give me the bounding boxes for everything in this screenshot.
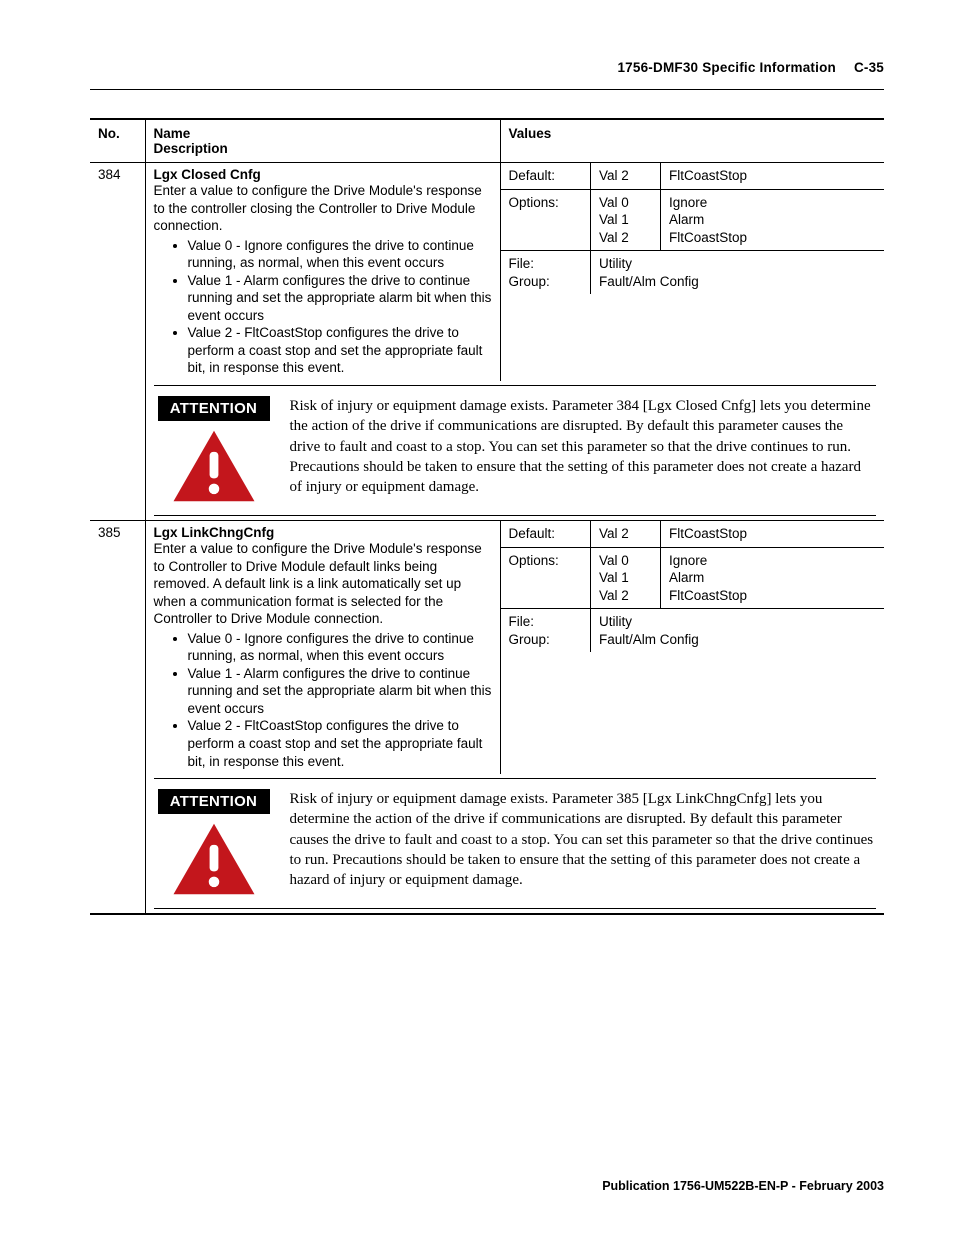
desc-bullet: Value 0 - Ignore configures the drive to… xyxy=(188,237,492,272)
desc-bullet: Value 1 - Alarm configures the drive to … xyxy=(188,272,492,325)
param-values: Default: Val 2 FltCoastStop Options: Val… xyxy=(500,521,884,775)
header-page-number: C-35 xyxy=(854,60,884,75)
label-default: Default: xyxy=(501,521,591,547)
default-value: FltCoastStop xyxy=(661,163,885,189)
param-name-desc: Lgx LinkChngCnfg Enter a value to config… xyxy=(145,521,500,775)
values-subtable: Default: Val 2 FltCoastStop Options: Val… xyxy=(501,163,885,294)
default-key: Val 2 xyxy=(591,163,661,189)
attention-text: Risk of injury or equipment damage exist… xyxy=(290,789,877,890)
param-description: Enter a value to configure the Drive Mod… xyxy=(154,182,492,377)
attention-text: Risk of injury or equipment damage exist… xyxy=(290,396,877,497)
param-values: Default: Val 2 FltCoastStop Options: Val… xyxy=(500,163,884,382)
file-group-value: UtilityFault/Alm Config xyxy=(591,609,885,653)
attention-label: ATTENTION xyxy=(158,789,270,814)
options-values: IgnoreAlarmFltCoastStop xyxy=(661,547,885,609)
table-row: 384 Lgx Closed Cnfg Enter a value to con… xyxy=(90,163,884,382)
param-name: Lgx Closed Cnfg xyxy=(154,167,492,182)
desc-bullet: Value 2 - FltCoastStop configures the dr… xyxy=(188,717,492,770)
label-file-group: File:Group: xyxy=(501,609,591,653)
param-number: 384 xyxy=(90,163,145,382)
header-title: 1756-DMF30 Specific Information xyxy=(617,60,836,75)
header-rule xyxy=(90,89,884,90)
desc-bullet: Value 0 - Ignore configures the drive to… xyxy=(188,630,492,665)
default-key: Val 2 xyxy=(591,521,661,547)
param-number: 385 xyxy=(90,521,145,775)
param-name: Lgx LinkChngCnfg xyxy=(154,525,492,540)
desc-bullet: Value 1 - Alarm configures the drive to … xyxy=(188,665,492,718)
table-row: 385 Lgx LinkChngCnfg Enter a value to co… xyxy=(90,521,884,775)
attention-row: ATTENTION Risk of injury or equipment da… xyxy=(90,381,884,521)
options-values: IgnoreAlarmFltCoastStop xyxy=(661,189,885,251)
attention-row: ATTENTION Risk of injury or equipment da… xyxy=(90,774,884,913)
attention-icon xyxy=(170,427,258,505)
label-file-group: File:Group: xyxy=(501,251,591,295)
label-options: Options: xyxy=(501,547,591,609)
col-name: Name Description xyxy=(145,119,500,163)
attention-box: ATTENTION Risk of injury or equipment da… xyxy=(154,396,877,505)
default-value: FltCoastStop xyxy=(661,521,885,547)
col-no: No. xyxy=(90,119,145,163)
param-name-desc: Lgx Closed Cnfg Enter a value to configu… xyxy=(145,163,500,382)
label-default: Default: xyxy=(501,163,591,189)
attention-box: ATTENTION Risk of injury or equipment da… xyxy=(154,789,877,898)
label-options: Options: xyxy=(501,189,591,251)
options-keys: Val 0Val 1Val 2 xyxy=(591,547,661,609)
desc-bullet: Value 2 - FltCoastStop configures the dr… xyxy=(188,324,492,377)
values-subtable: Default: Val 2 FltCoastStop Options: Val… xyxy=(501,521,885,652)
running-header: 1756-DMF30 Specific Information C-35 xyxy=(90,60,884,75)
attention-label: ATTENTION xyxy=(158,396,270,421)
attention-icon xyxy=(170,820,258,898)
parameter-table: No. Name Description Values 384 Lgx Clos… xyxy=(90,118,884,915)
options-keys: Val 0Val 1Val 2 xyxy=(591,189,661,251)
param-description: Enter a value to configure the Drive Mod… xyxy=(154,540,492,770)
footer-publication: Publication 1756-UM522B-EN-P - February … xyxy=(602,1179,884,1193)
col-values: Values xyxy=(500,119,884,163)
file-group-value: UtilityFault/Alm Config xyxy=(591,251,885,295)
